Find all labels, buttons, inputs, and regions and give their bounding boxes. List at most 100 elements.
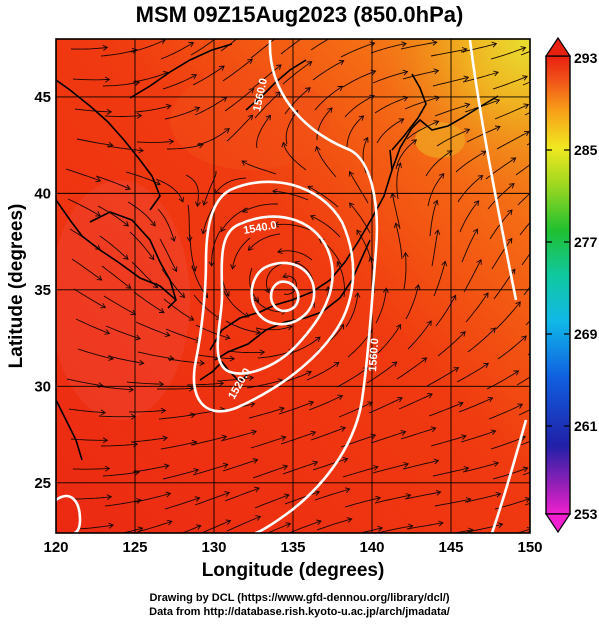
streamline [134,492,171,503]
streamline-arrowhead [403,461,410,468]
streamline [428,402,464,417]
streamline-arrowhead [401,41,407,48]
streamline-arrowhead [98,382,104,389]
streamline-arrowhead [102,44,109,51]
x-tick-label: 150 [517,539,542,556]
streamline-arrowhead [441,260,448,267]
contour-1560-sw [56,494,82,533]
streamline [522,471,530,476]
streamline-arrowhead [100,303,107,309]
streamline [437,331,466,357]
contour-label: 1540.0 [242,219,277,237]
streamline-arrowhead [523,130,530,137]
streamline [520,50,530,56]
streamline [133,291,165,313]
streamline-arrowhead [314,145,321,152]
streamline [435,295,456,327]
streamline-arrowhead [255,329,262,336]
streamline-arrowhead [265,114,272,121]
streamline-arrowhead [348,170,355,177]
streamline [459,200,480,233]
streamline [431,230,439,267]
streamline-arrowhead [282,272,289,279]
y-tick-label: 30 [34,378,51,395]
streamline [165,328,201,342]
streamline [487,183,515,210]
streamline-arrowhead [306,61,313,67]
streamline-arrowhead [202,200,208,206]
streamline-arrowhead [285,522,292,528]
streamline [436,128,470,147]
streamline [136,140,174,143]
streamline [429,200,438,237]
contour-1560-se [490,419,528,533]
streamline [254,91,281,119]
streamline [433,261,446,297]
streamline [255,325,293,331]
colorbar: 293 285 277 269 261 253 [544,36,598,534]
streamline-arrowhead [464,128,471,134]
streamline-arrowhead [224,491,231,497]
streamline-arrowhead [433,68,440,75]
streamline [160,42,194,60]
contour-1520 [216,215,334,375]
streamline-arrowhead [168,355,175,362]
streamline [488,403,523,420]
contour-1560-ne [468,39,518,301]
colorbar-label: 261 [574,418,598,434]
streamline-arrowhead [166,519,173,526]
streamline [164,107,200,120]
streamline-arrowhead [193,468,200,474]
streamline [71,258,102,281]
streamline-arrowhead [191,74,198,80]
streamline [164,497,200,510]
credit-drawing: Drawing by DCL (https://www.gfd-dennou.o… [149,592,450,604]
streamline [282,61,312,85]
streamline-arrowhead [158,381,165,388]
streamline [336,367,369,388]
streamline-arrowhead [130,309,137,315]
streamline [395,223,403,260]
streamline-arrowhead [539,236,544,241]
streamline [72,78,110,81]
streamline [167,143,204,150]
streamline-arrowhead [541,266,546,271]
streamline [316,146,337,178]
streamline-arrowhead [433,458,440,465]
streamline [190,436,227,446]
streamline [377,324,401,354]
streamline [132,465,169,473]
streamline-arrowhead [391,361,398,367]
streamline [391,193,401,230]
streamline-arrowhead [337,85,344,92]
streamline-arrowhead [200,228,207,235]
streamline-arrowhead [398,118,405,124]
streamline [226,114,253,142]
streamline-arrowhead [494,125,501,131]
streamline-arrowhead [358,115,365,121]
streamline [374,96,408,114]
y-tick-label: 45 [34,89,51,106]
streamline [518,409,530,416]
streamline-arrowhead [493,461,500,467]
streamline-arrowhead [340,426,347,432]
streamline-arrowhead [348,202,355,209]
streamline [310,215,341,238]
streamline [404,96,440,110]
lat-lon-grid [56,39,530,533]
streamline-arrowhead [336,261,342,267]
streamline [100,49,137,57]
streamline [185,174,199,207]
streamline [398,393,433,410]
streamline-arrowhead [165,491,172,498]
streamline [162,74,197,90]
streamline [95,175,131,190]
streamline-arrowhead [491,41,498,48]
y-tick-labels: 25 30 35 40 45 [34,89,51,492]
streamline [403,252,407,290]
streamline-arrowhead [435,489,442,496]
streamline [220,207,249,232]
streamline-arrowhead [433,120,440,126]
streamline [135,321,170,337]
streamline-arrowhead [483,292,489,299]
